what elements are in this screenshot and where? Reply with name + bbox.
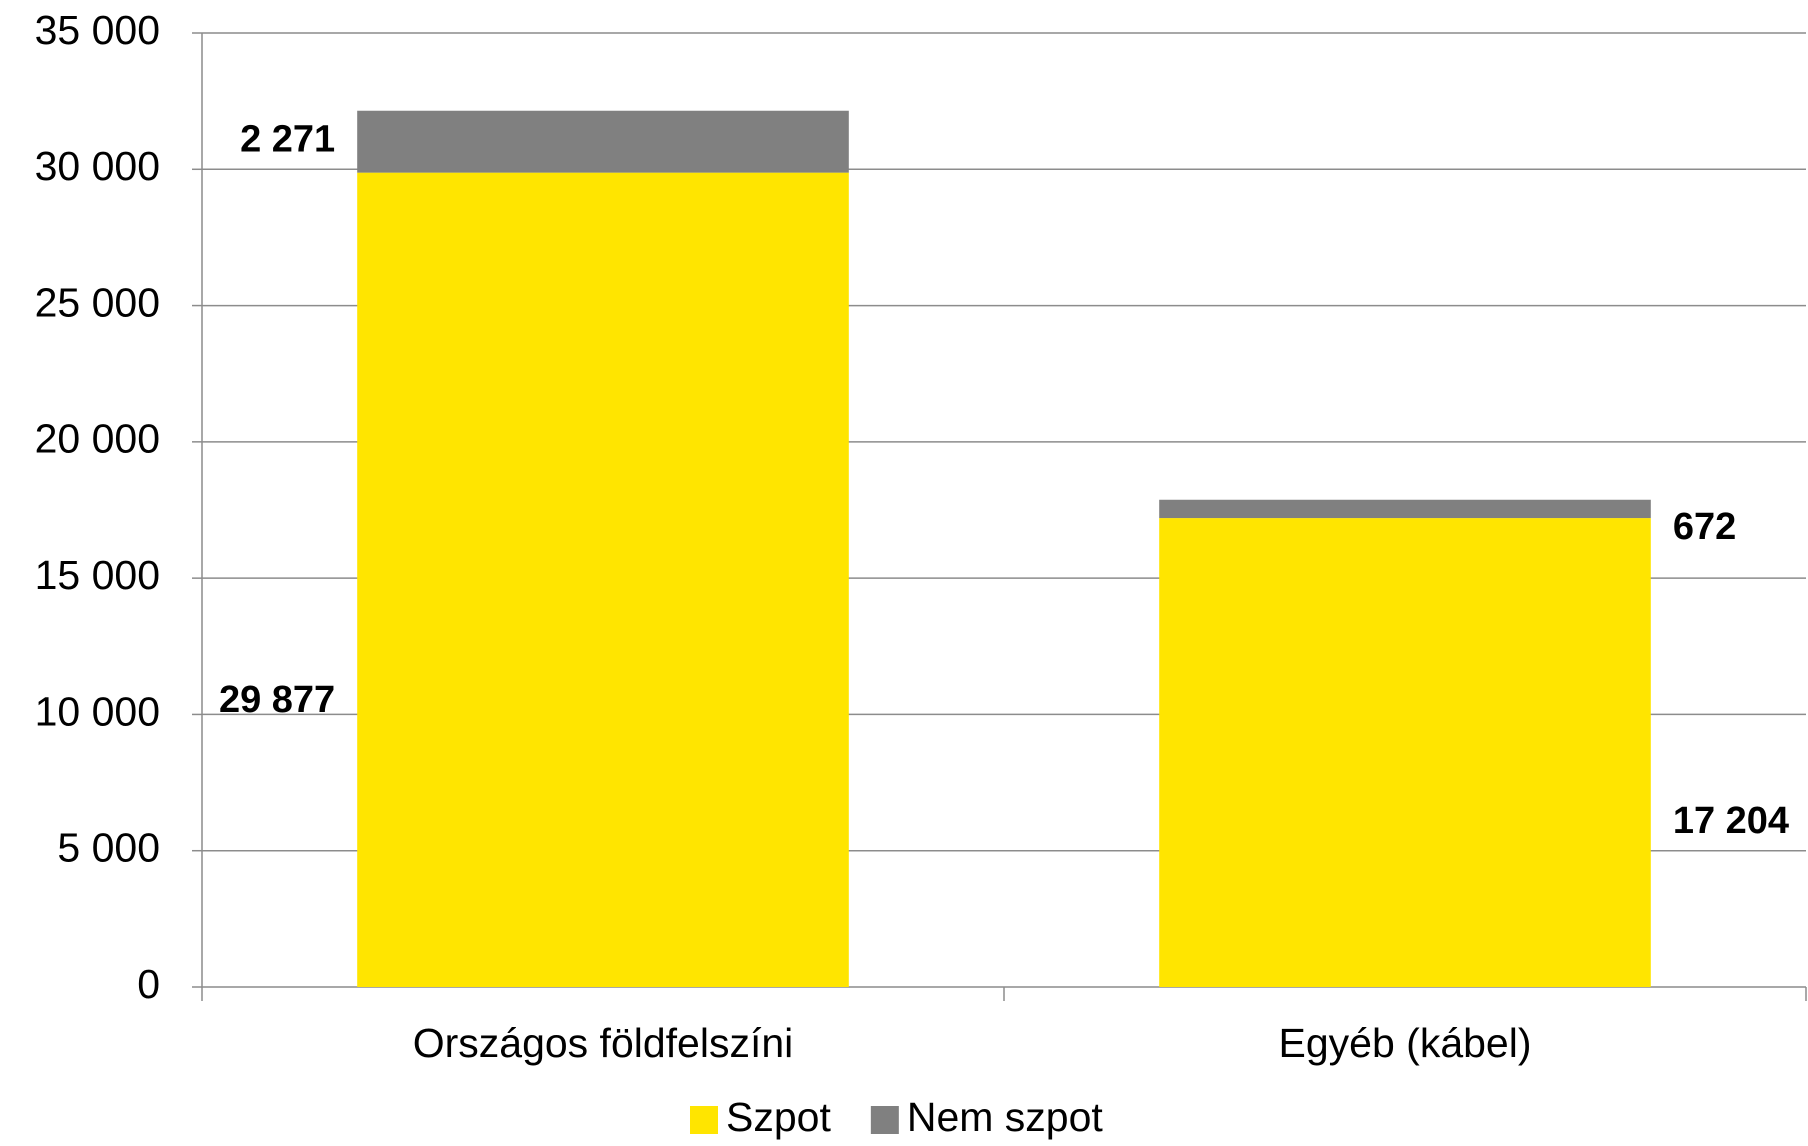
bar-segment [1159, 499, 1651, 519]
y-tick-label: 20 000 [35, 416, 160, 462]
legend-swatch [690, 1106, 718, 1134]
y-tick-label: 5 000 [57, 825, 160, 871]
y-tick-label: 25 000 [35, 279, 160, 325]
x-tick-label: Egyéb (kábel) [1279, 1020, 1532, 1066]
y-tick-label: 10 000 [35, 688, 160, 734]
data-label: 2 271 [240, 119, 335, 161]
bar-segment [1159, 518, 1651, 987]
y-tick-label: 35 000 [35, 7, 160, 53]
data-label: 29 877 [219, 679, 335, 721]
x-tick-label: Országos földfelszíni [413, 1020, 794, 1066]
legend-swatch [870, 1106, 899, 1134]
y-tick-label: 15 000 [35, 552, 160, 598]
legend-label: Szpot [726, 1094, 831, 1140]
bar-segment [357, 110, 849, 173]
y-tick-label: 0 [137, 961, 160, 1007]
data-label: 17 204 [1673, 800, 1789, 842]
y-tick-label: 30 000 [35, 143, 160, 189]
bar-segment [357, 172, 849, 988]
data-label: 672 [1673, 506, 1736, 548]
legend-label: Nem szpot [907, 1094, 1104, 1140]
